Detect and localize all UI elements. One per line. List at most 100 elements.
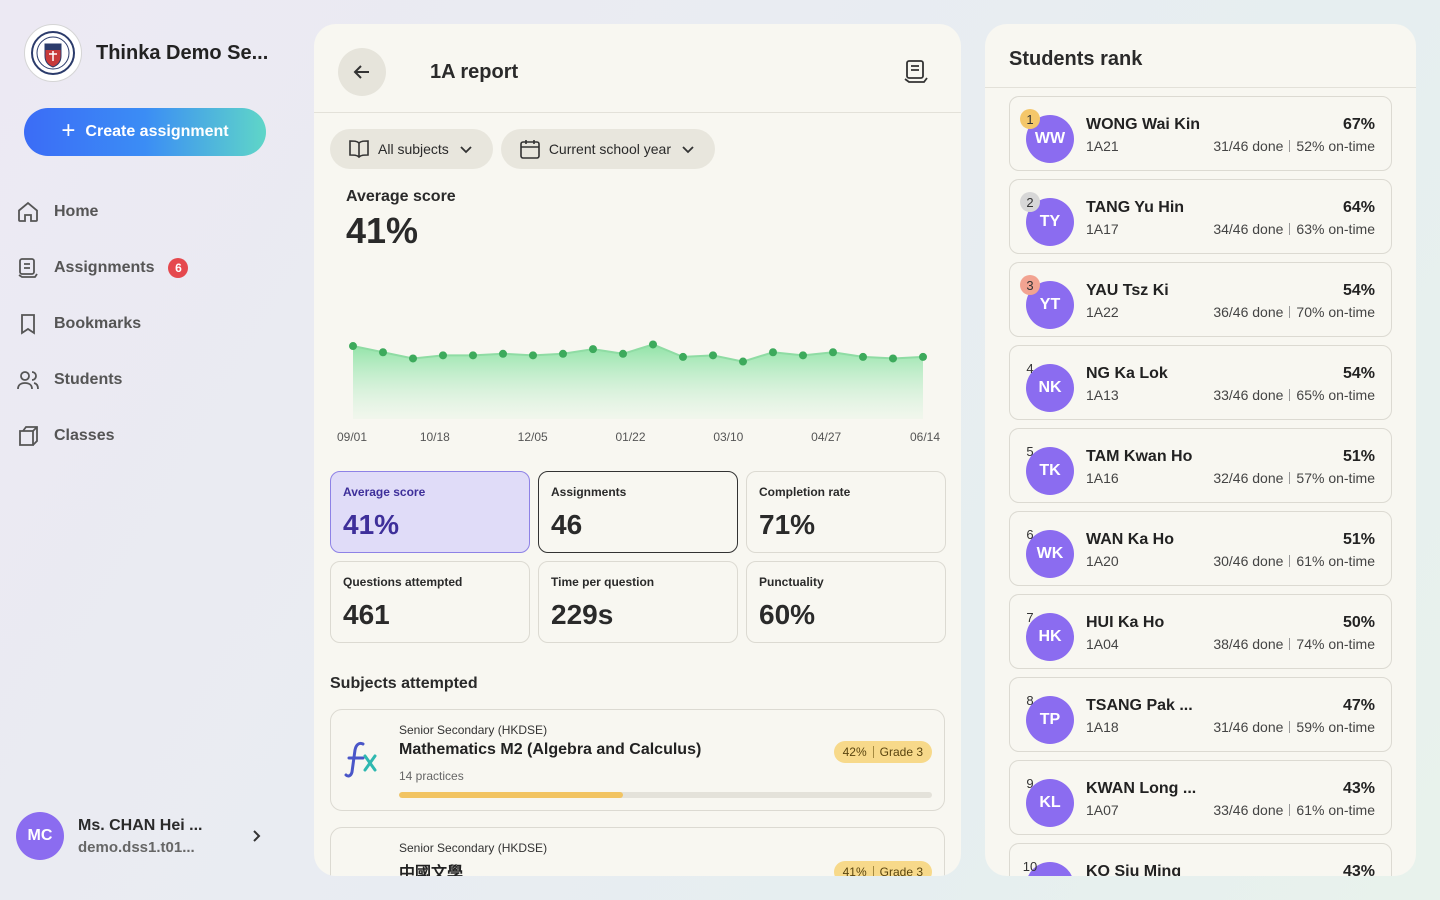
chart-point[interactable] [649, 340, 657, 349]
classes-icon [19, 426, 38, 446]
rank-card[interactable]: 8 TP TSANG Pak ... 1A18 47% 31/46 done 59% on-… [1009, 677, 1392, 752]
stat-assignments[interactable]: Assignments 46 [538, 471, 738, 553]
student-meta: 30/46 done 61% on-time [1213, 553, 1375, 569]
student-done: 31/46 done [1213, 138, 1284, 154]
sidebar-item-assignments[interactable]: Assignments 6 [16, 240, 276, 296]
rank-number: 3 [1020, 275, 1040, 295]
student-name: TAM Kwan Ho [1086, 448, 1193, 465]
rank-card[interactable]: 4 NK NG Ka Lok 1A13 54% 33/46 done 65% on-time [1009, 345, 1392, 420]
subject-card[interactable]: Senior Secondary (HKDSE) Mathematics M2 … [330, 709, 945, 811]
chart-point[interactable] [469, 351, 477, 360]
subject-card[interactable]: Senior Secondary (HKDSE) 中國文學 41% Grade … [330, 827, 945, 876]
stat-time-per-question[interactable]: Time per question 229s [538, 561, 738, 643]
subject-level: Senior Secondary (HKDSE) [399, 723, 548, 737]
chart-point[interactable] [919, 352, 927, 361]
chart-point[interactable] [439, 351, 447, 360]
x-tick-label: 01/22 [615, 430, 645, 444]
chart-point[interactable] [829, 348, 837, 357]
subject-progress-fill [399, 792, 623, 798]
rank-card[interactable]: 10KM KO Siu Ming 43% [1009, 843, 1392, 876]
chart-point[interactable] [499, 349, 507, 358]
rank-card[interactable]: 6 WK WAN Ka Ho 1A20 51% 30/46 done 61% on-time [1009, 511, 1392, 586]
subject-filter-dropdown[interactable]: All subjects [330, 129, 493, 169]
stat-questions-attempted[interactable]: Questions attempted 461 [330, 561, 530, 643]
stat-value: 46 [551, 509, 583, 540]
stat-value: 41% [343, 509, 400, 540]
chart-point[interactable] [889, 354, 897, 363]
rank-number: 9 [1026, 775, 1034, 791]
chevron-down-icon [682, 146, 694, 154]
chart-point[interactable] [709, 351, 717, 360]
export-report-button[interactable] [902, 58, 930, 91]
stat-label: Punctuality [759, 575, 824, 589]
avatar: TK [1026, 447, 1074, 495]
rank-card[interactable]: 9 KL KWAN Long ... 1A07 43% 33/46 done 61% on-… [1009, 760, 1392, 835]
chart-point[interactable] [799, 351, 807, 360]
stat-average-score[interactable]: Average score 41% [330, 471, 530, 553]
sidebar-item-classes[interactable]: Classes [16, 408, 276, 464]
student-class: 1A07 [1086, 802, 1119, 818]
school-header[interactable]: Thinka Demo Se... [24, 24, 268, 82]
chart-point[interactable] [679, 352, 687, 361]
stat-label: Assignments [551, 485, 627, 499]
average-score-value: 41% [346, 210, 419, 251]
chart-point[interactable] [559, 349, 567, 358]
student-name: YAU Tsz Ki [1086, 282, 1169, 299]
x-tick-label: 12/05 [518, 430, 548, 444]
x-tick-label: 06/14 [910, 430, 940, 444]
user-profile[interactable]: MC Ms. CHAN Hei ... demo.dss1.t01... [16, 812, 266, 860]
sidebar-item-label: Classes [54, 427, 115, 444]
student-score: 54% [1342, 365, 1375, 382]
chart-point[interactable] [769, 348, 777, 357]
calendar-icon [520, 140, 540, 159]
student-done: 33/46 done [1213, 802, 1284, 818]
chart-point[interactable] [409, 354, 417, 363]
back-button[interactable] [338, 48, 386, 96]
stat-completion-rate[interactable]: Completion rate 71% [746, 471, 946, 553]
chevron-down-icon [460, 146, 472, 154]
student-meta: 33/46 done 61% on-time [1213, 802, 1375, 818]
chart-area [353, 344, 923, 419]
sidebar: Thinka Demo Se... + Create assignment Ho… [0, 0, 290, 900]
rank-card[interactable]: 5 TK TAM Kwan Ho 1A16 51% 32/46 done 57% on-ti… [1009, 428, 1392, 503]
rank-card[interactable]: 3 YT YAU Tsz Ki 1A22 54% 36/46 done 70% on-tim… [1009, 262, 1392, 337]
rank-card[interactable]: 7 HK HUI Ka Ho 1A04 50% 38/46 done 74% on-time [1009, 594, 1392, 669]
chart-point[interactable] [619, 349, 627, 358]
chart-point[interactable] [589, 345, 597, 354]
school-name: Thinka Demo Se... [96, 41, 269, 64]
user-name: Ms. CHAN Hei ... [78, 816, 203, 834]
create-assignment-label: Create assignment [85, 123, 229, 140]
chart-point[interactable] [349, 342, 357, 351]
rank-list: 1 WW WONG Wai Kin 1A21 67% 31/46 done 52% on-t… [1009, 96, 1392, 876]
rank-number: 1 [1020, 109, 1040, 129]
student-done: 33/46 done [1213, 387, 1284, 403]
student-name: TSANG Pak ... [1086, 697, 1193, 714]
create-assignment-button[interactable]: + Create assignment [24, 108, 266, 156]
school-logo [24, 24, 82, 82]
student-score: 51% [1342, 531, 1375, 548]
rank-number: 10 [1022, 858, 1038, 874]
sidebar-item-bookmarks[interactable]: Bookmarks [16, 296, 276, 352]
period-filter-dropdown[interactable]: Current school year [500, 129, 715, 169]
student-ontime: 59% on-time [1296, 719, 1375, 735]
subject-score: 41% [842, 865, 867, 876]
chart-point[interactable] [529, 351, 537, 360]
subject-grade: Grade 3 [879, 745, 923, 759]
x-tick-label: 10/18 [420, 430, 450, 444]
chart-point[interactable] [859, 352, 867, 361]
student-name: WONG Wai Kin [1086, 116, 1201, 133]
student-meta: 32/46 done 57% on-time [1213, 470, 1375, 486]
student-score: 54% [1342, 282, 1375, 299]
sidebar-item-label: Assignments [54, 259, 155, 276]
chart-point[interactable] [739, 357, 747, 366]
sidebar-item-label: Home [54, 203, 99, 220]
filters: All subjects Current school year [330, 129, 715, 169]
stat-punctuality[interactable]: Punctuality 60% [746, 561, 946, 643]
rank-card[interactable]: 1 WW WONG Wai Kin 1A21 67% 31/46 done 52% on-t… [1009, 96, 1392, 171]
student-ontime: 61% on-time [1296, 802, 1375, 818]
chart-point[interactable] [379, 348, 387, 357]
sidebar-item-students[interactable]: Students [16, 352, 276, 408]
student-score: 64% [1342, 199, 1375, 216]
sidebar-item-home[interactable]: Home [16, 184, 276, 240]
rank-card[interactable]: 2 TY TANG Yu Hin 1A17 64% 34/46 done 63% on-ti… [1009, 179, 1392, 254]
